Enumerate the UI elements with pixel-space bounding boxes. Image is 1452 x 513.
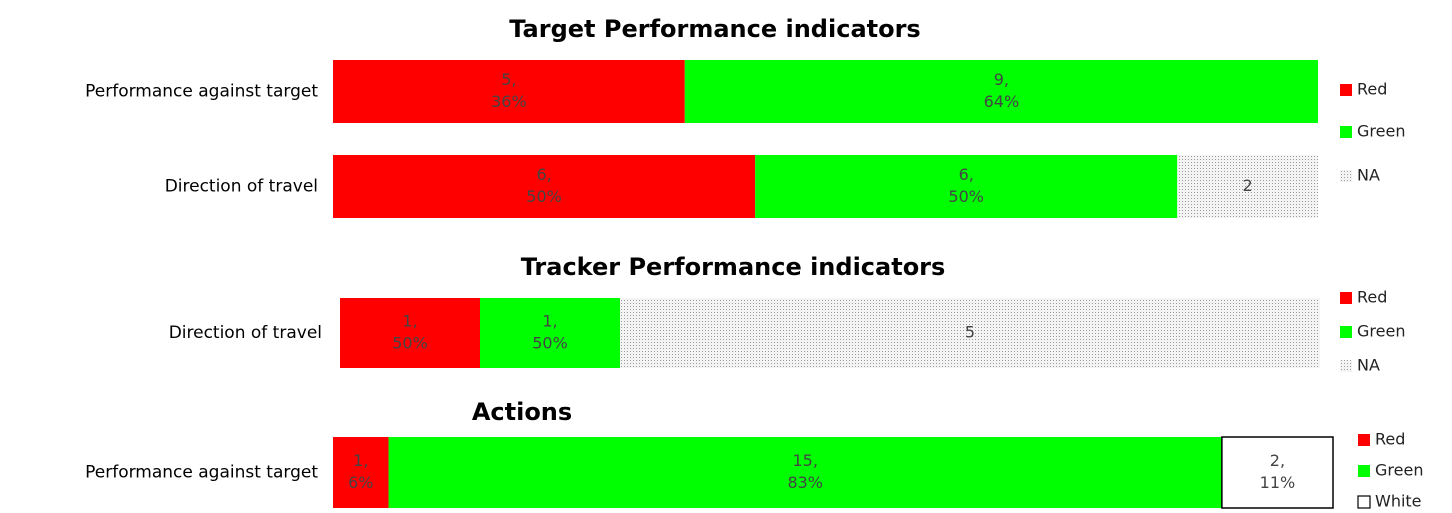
legend-label: Green [1375, 461, 1423, 480]
legend-label: Red [1357, 288, 1387, 307]
legend-swatch [1340, 292, 1352, 304]
data-label: 50% [526, 187, 562, 206]
legend-label: Green [1357, 122, 1405, 141]
y-tick-label: Performance against target [85, 463, 318, 483]
chart-title: Actions [472, 398, 572, 426]
bar-segment [1177, 155, 1318, 218]
y-tick-label: Performance against target [85, 82, 318, 102]
legend-swatch [1340, 170, 1352, 182]
legend-label: Green [1357, 322, 1405, 341]
legend-label: Red [1375, 430, 1405, 449]
chart-title: Target Performance indicators [509, 15, 920, 43]
legend-swatch [1340, 326, 1352, 338]
data-label: 64% [984, 92, 1020, 111]
legend-swatch [1357, 495, 1371, 509]
data-label: 50% [532, 334, 568, 353]
data-label: 6, [536, 165, 551, 184]
legend-label: NA [1357, 166, 1380, 185]
data-label: 1, [402, 312, 417, 331]
bar-segment [333, 437, 389, 508]
data-label: 5 [965, 323, 975, 342]
data-label: 83% [787, 473, 823, 492]
data-label: 9, [994, 70, 1009, 89]
data-label: 15, [792, 451, 817, 470]
bar-segment [755, 155, 1178, 218]
data-label: 2, [1270, 451, 1285, 470]
bar-segment [684, 60, 1318, 123]
bar-segment [480, 298, 620, 368]
data-label: 1, [353, 451, 368, 470]
bar-segment [340, 298, 480, 368]
legend-label: NA [1357, 356, 1380, 375]
y-tick-label: Direction of travel [165, 177, 318, 197]
data-label: 11% [1260, 473, 1296, 492]
data-label: 6% [348, 473, 373, 492]
legend-swatch [1358, 434, 1370, 446]
data-label: 1, [542, 312, 557, 331]
data-label: 36% [491, 92, 527, 111]
data-label: 6, [959, 165, 974, 184]
legend-swatch [1340, 126, 1352, 138]
legend-swatch [1358, 465, 1370, 477]
data-label: 50% [948, 187, 984, 206]
data-label: 50% [392, 334, 428, 353]
bar-segment [388, 437, 1222, 508]
data-label: 5, [501, 70, 516, 89]
bar-segment [333, 155, 756, 218]
legend-swatch [1340, 84, 1352, 96]
chart-title: Tracker Performance indicators [521, 253, 946, 281]
legend-label: White [1375, 492, 1422, 511]
legend-label: Red [1357, 80, 1387, 99]
bar-segment [620, 298, 1320, 368]
bar-segment [1221, 436, 1334, 509]
data-label: 2 [1243, 176, 1253, 195]
legend-swatch [1340, 360, 1352, 372]
bar-segment [333, 60, 685, 123]
y-tick-label: Direction of travel [169, 323, 322, 343]
